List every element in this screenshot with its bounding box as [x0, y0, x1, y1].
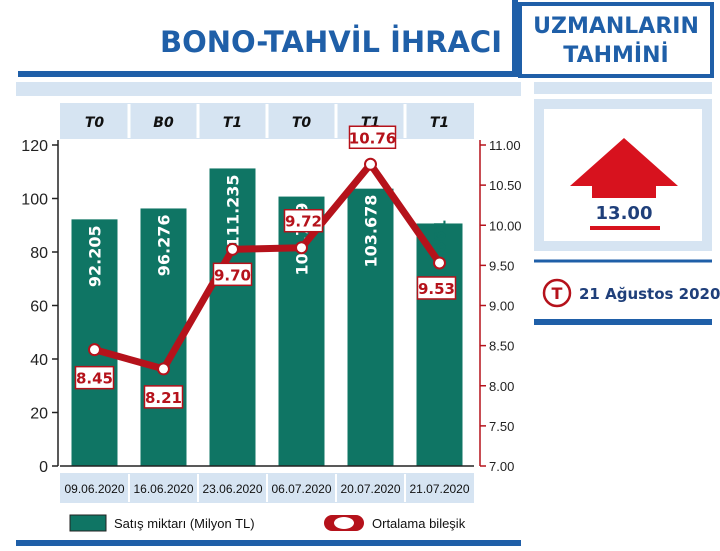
- point-value-label: 9.72: [285, 213, 322, 231]
- line-point: [226, 242, 239, 256]
- bar-value-label: 103.678: [362, 195, 381, 268]
- left-tick-label: 60: [30, 299, 48, 316]
- bar-value-label: 92.205: [86, 225, 105, 287]
- left-tick-label: 100: [21, 192, 48, 209]
- logo-t-icon: [542, 278, 572, 308]
- line-point: [433, 256, 446, 270]
- right-tick-label: 8.00: [489, 379, 514, 394]
- x-tick-label: 06.07.2020: [271, 482, 331, 496]
- forecast-title-box: [518, 2, 714, 78]
- right-tick-label: 10.50: [489, 178, 522, 193]
- chart-title: BONO-TAHVİL İHRACI: [160, 25, 502, 59]
- left-tick-label: 0: [39, 459, 48, 476]
- point-label-box: [416, 276, 457, 300]
- forecast-title-line1: UZMANLARIN: [533, 14, 699, 39]
- left-tick-label: 120: [21, 138, 48, 155]
- bar: [209, 168, 256, 466]
- x-tick-label: 09.06.2020: [64, 482, 124, 496]
- x-tick-label: 23.06.2020: [202, 482, 262, 496]
- bar-value-label: 96.276: [155, 214, 174, 276]
- point-value-label: 8.45: [76, 370, 113, 388]
- up-arrow-icon: [570, 138, 678, 198]
- point-label-box: [283, 208, 324, 233]
- ortalama-line: [93, 160, 443, 373]
- point-value-label: 10.76: [349, 129, 396, 147]
- line-point: [157, 362, 170, 376]
- category-tag: T0: [85, 115, 105, 131]
- forecast-band: [534, 82, 712, 94]
- left-tick-label: 80: [30, 245, 48, 262]
- point-value-label: 9.70: [214, 266, 251, 284]
- category-tag: B0: [153, 115, 174, 131]
- category-tag: T1: [223, 115, 242, 131]
- point-value-label: 8.21: [145, 389, 182, 407]
- legend-bar-swatch: [69, 514, 107, 532]
- bottom-rule: [16, 540, 521, 546]
- bar: [71, 219, 118, 466]
- forecast-date: 21 Ağustos 2020: [579, 285, 720, 303]
- title-underline: [18, 71, 518, 77]
- right-tick-label: 8.50: [489, 339, 514, 354]
- title-side-rule: [512, 0, 518, 77]
- x-tick-label: 20.07.2020: [340, 482, 400, 496]
- right-tick-label: 7.00: [489, 459, 514, 474]
- line-point: [88, 343, 101, 357]
- point-label-box: [212, 262, 253, 287]
- right-tick-label: 9.00: [489, 299, 514, 314]
- x-tick-label: 21.07.2020: [409, 482, 469, 496]
- right-tick-label: 10.00: [489, 218, 522, 233]
- bar-value-label: 111.235: [224, 174, 243, 247]
- left-tick-label: 20: [30, 406, 48, 423]
- forecast-value: 13.00: [596, 203, 653, 224]
- header-band: [16, 82, 521, 96]
- point-value-label: 9.53: [418, 280, 455, 298]
- line-point: [364, 157, 377, 171]
- point-label-box: [348, 125, 397, 150]
- legend: Satış miktarı (Milyon TL) Ortalama bileş…: [69, 514, 466, 532]
- point-label-box: [143, 385, 184, 409]
- left-tick-label: 40: [30, 352, 48, 369]
- category-tag: T0: [292, 115, 312, 131]
- right-tick-label: 11.00: [489, 138, 521, 153]
- right-tick-label: 7.50: [489, 419, 514, 434]
- forecast-bottom-rule: [534, 319, 712, 325]
- forecast-title-line2: TAHMİNİ: [563, 42, 668, 68]
- legend-line-label: Ortalama bileşik: [372, 516, 466, 531]
- legend-line-marker: [334, 517, 354, 529]
- bar: [347, 188, 394, 466]
- line-point: [295, 241, 308, 255]
- x-tick-label: 16.06.2020: [133, 482, 193, 496]
- right-tick-label: 9.50: [489, 258, 514, 273]
- forecast-value-underline: [590, 226, 660, 230]
- category-tag: T1: [430, 115, 449, 131]
- point-label-box: [74, 365, 115, 390]
- logo-t-letter: T: [552, 284, 563, 303]
- forecast-panel: UZMANLARIN TAHMİNİ 13.00 T 21 Ağustos 20…: [518, 2, 720, 325]
- legend-bars-label: Satış miktarı (Milyon TL): [114, 516, 255, 531]
